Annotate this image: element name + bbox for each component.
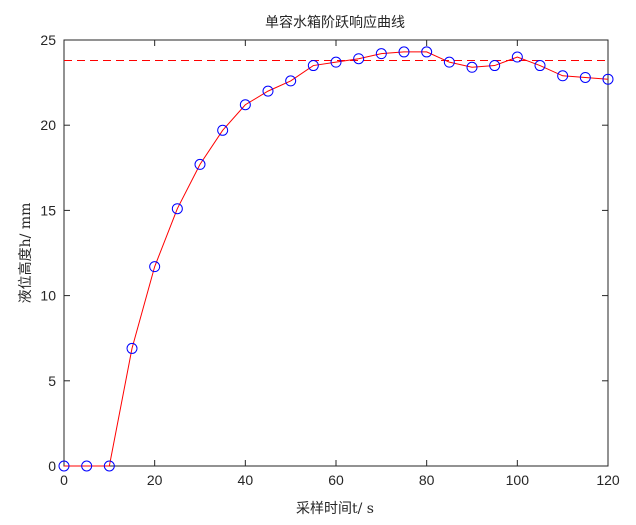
data-point-marker: [375, 48, 387, 60]
x-tick-label: 0: [60, 472, 68, 488]
data-point-marker: [579, 71, 591, 83]
data-point-marker: [103, 460, 115, 472]
y-tick-label: 10: [40, 288, 56, 304]
data-point-marker: [239, 99, 251, 111]
data-point-marker: [126, 342, 138, 354]
plot-area: 0 20 40 60 80 100 120 0 5 10 15 20 25: [40, 32, 619, 488]
data-point-marker: [602, 73, 614, 85]
data-point-marker: [353, 53, 365, 65]
data-point-marker: [307, 60, 319, 72]
data-point-marker: [489, 60, 501, 72]
data-point-marker: [511, 51, 523, 63]
series-line: [64, 51, 609, 467]
data-point-marker: [285, 75, 297, 87]
data-point-marker: [194, 158, 206, 170]
x-axis-label: 采样时间t/ s: [296, 501, 374, 517]
x-tick-label: 20: [147, 472, 163, 488]
y-tick-label: 15: [40, 202, 56, 218]
y-tick-label: 20: [40, 117, 56, 133]
data-point-marker: [557, 70, 569, 82]
data-point-marker: [398, 46, 410, 58]
data-point-marker: [443, 56, 455, 68]
data-point-marker: [171, 203, 183, 215]
data-point-marker: [262, 85, 274, 97]
data-point-marker: [466, 61, 478, 73]
data-point-marker: [149, 261, 161, 273]
axes-box: [63, 39, 609, 467]
x-tick-label: 60: [328, 472, 344, 488]
data-point-marker: [58, 460, 70, 472]
y-tick-label: 0: [48, 458, 56, 474]
data-point-marker: [81, 460, 93, 472]
chart-title: 单容水箱阶跃响应曲线: [265, 14, 405, 31]
y-tick-label: 5: [48, 373, 56, 389]
x-tick-label: 40: [238, 472, 254, 488]
data-point-marker: [217, 124, 229, 136]
x-tick-label: 80: [419, 472, 435, 488]
y-axis-label: 液位高度h/ mm: [17, 203, 34, 304]
x-tick-label: 100: [506, 472, 530, 488]
data-point-marker: [421, 46, 433, 58]
x-tick-label: 120: [596, 472, 620, 488]
data-point-marker: [534, 60, 546, 72]
y-tick-label: 25: [40, 32, 56, 48]
data-point-marker: [330, 56, 342, 68]
